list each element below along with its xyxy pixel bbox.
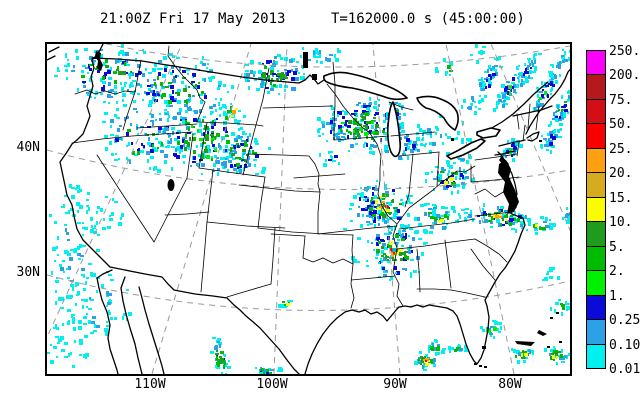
precipitation-shading [47, 44, 570, 374]
colorbar-label: 15. [609, 191, 633, 206]
x-tick-label: 110W [134, 377, 166, 392]
colorbar-label: 50. [609, 117, 633, 132]
y-tick-label: 30N [16, 265, 40, 280]
map-frame [45, 42, 572, 376]
colorbar-cell [586, 295, 606, 320]
colorbar-cell [586, 123, 606, 149]
plot-timestamp-label: 21:00Z Fri 17 May 2013 [100, 11, 286, 27]
y-tick-label: 40N [16, 140, 40, 155]
precip-colorbar [586, 50, 606, 369]
colorbar-cell [586, 246, 606, 271]
colorbar-cell [586, 74, 606, 100]
colorbar-cell [586, 148, 606, 173]
us-precipitation-map [47, 44, 570, 374]
colorbar-label: 75. [609, 93, 633, 108]
coastlines-and-borders [47, 44, 570, 374]
plot-forecast-time-label: T=162000.0 s (45:00:00) [331, 11, 525, 27]
x-tick-label: 80W [498, 377, 522, 392]
colorbar-cell [586, 172, 606, 198]
colorbar-cell [586, 221, 606, 247]
colorbar-label: 0.10 [609, 338, 640, 353]
colorbar-label: 5. [609, 240, 625, 255]
colorbar-label: 10. [609, 215, 633, 230]
x-tick-label: 100W [256, 377, 288, 392]
colorbar-label: 200. [609, 68, 640, 83]
colorbar-label: 250. [609, 44, 640, 59]
colorbar-label: 20. [609, 166, 633, 181]
colorbar-label: 25. [609, 142, 633, 157]
colorbar-label: 0.01 [609, 362, 640, 377]
colorbar-cell [586, 270, 606, 296]
colorbar-cell [586, 344, 606, 369]
x-tick-label: 90W [383, 377, 407, 392]
colorbar-cell [586, 50, 606, 75]
colorbar-cell [586, 319, 606, 345]
colorbar-label: 1. [609, 289, 625, 304]
colorbar-cell [586, 197, 606, 222]
colorbar-cell [586, 99, 606, 124]
lat-lon-graticule [47, 44, 570, 374]
water-bodies [95, 51, 562, 368]
colorbar-label: 2. [609, 264, 625, 279]
colorbar-label: 0.25 [609, 313, 640, 328]
